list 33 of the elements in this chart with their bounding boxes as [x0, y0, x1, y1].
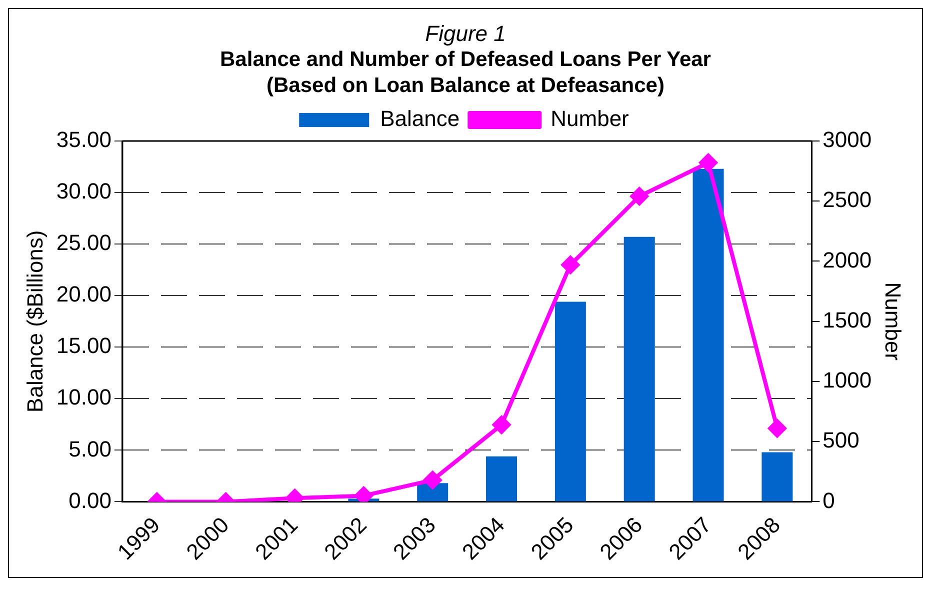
bar	[762, 452, 793, 502]
y2-axis-title: Number	[880, 282, 906, 360]
bar	[554, 302, 586, 502]
bar	[486, 456, 518, 502]
y-tick-label: 30.00	[56, 178, 112, 204]
chart-subtitle: (Based on Loan Balance at Defeasance)	[266, 73, 666, 99]
point	[768, 419, 786, 438]
y-tick-label: 5.00	[68, 436, 112, 462]
y2-tick-label: 500	[822, 428, 860, 453]
chart-title: Balance and Number of Defeased Loans Per Year	[219, 47, 712, 73]
point	[424, 471, 442, 490]
y-tick-label: 20.00	[56, 282, 112, 307]
bar	[692, 168, 724, 502]
y2-tick-label: 0	[822, 488, 835, 513]
y-tick-label: 25.00	[56, 230, 112, 256]
y2-tick-label: 2500	[822, 187, 872, 212]
caption: Figure 1	[424, 21, 507, 47]
bar	[624, 236, 655, 502]
y-tick-label: 15.00	[56, 333, 112, 358]
y-tick-label: 0.00	[68, 488, 112, 513]
y-tick-label: 10.00	[56, 384, 112, 410]
y-tick-label: 35.00	[56, 127, 112, 152]
y-axis-title: Balance ($Billions)	[22, 230, 48, 412]
y2-tick-label: 1000	[822, 368, 872, 393]
point	[630, 187, 648, 206]
legend-label: Number	[550, 106, 629, 132]
point	[492, 416, 511, 434]
y2-tick-label: 3000	[822, 127, 872, 152]
y2-tick-label: 2000	[822, 247, 872, 272]
legend-label: Balance	[380, 106, 460, 132]
point	[561, 256, 580, 274]
point	[699, 154, 718, 172]
y2-tick-label: 1500	[822, 307, 872, 332]
